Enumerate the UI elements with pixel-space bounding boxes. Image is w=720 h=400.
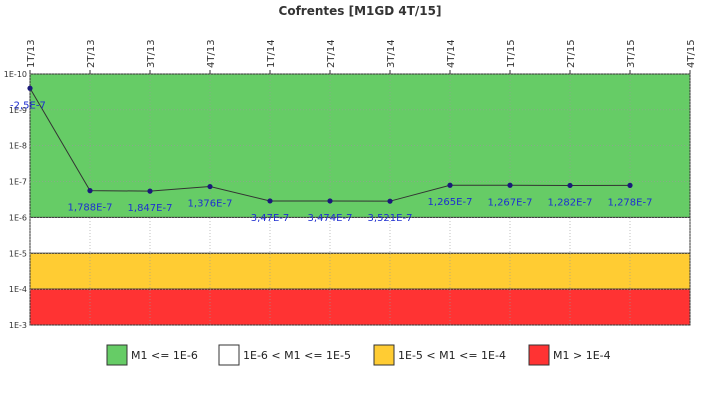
band-4 <box>29 288 691 326</box>
x-tick-label: 2T/13 <box>86 39 97 68</box>
y-tick-label: 1E-9 <box>9 106 27 115</box>
data-label: 1,376E-7 <box>188 199 233 210</box>
data-label: 1,847E-7 <box>128 203 173 214</box>
x-tick-label: 4T/13 <box>206 39 217 68</box>
data-point <box>627 182 633 188</box>
legend-label: 1E-5 < M1 <= 1E-4 <box>398 349 506 362</box>
y-tick-label: 1E-4 <box>9 285 27 294</box>
legend-label: M1 > 1E-4 <box>553 349 611 362</box>
x-tick-label: 1T/15 <box>506 39 517 68</box>
data-labels: -2,5E-7 1,788E-7 1,847E-7 1,376E-7 3,47E-7 3,… <box>10 100 652 224</box>
legend-label: M1 <= 1E-6 <box>131 349 198 362</box>
data-label: 1,267E-7 <box>488 197 533 208</box>
data-label: -2,5E-7 <box>10 100 46 111</box>
x-tick-label: 3T/15 <box>626 39 637 68</box>
legend-swatch <box>373 344 395 366</box>
y-tick-label: 1E-10 <box>4 70 27 79</box>
data-label: 3,474E-7 <box>308 213 353 224</box>
data-point <box>27 85 33 91</box>
x-tick-label: 4T/15 <box>686 39 697 68</box>
legend: M1 <= 1E-6 1E-6 < M1 <= 1E-5 1E-5 < M1 <= … <box>106 344 611 366</box>
data-point <box>327 198 333 204</box>
data-label: 1,282E-7 <box>548 197 593 208</box>
legend-label: 1E-6 < M1 <= 1E-5 <box>243 349 351 362</box>
gridlines <box>29 73 691 326</box>
x-tick-label: 1T/13 <box>26 39 37 68</box>
legend-swatch <box>528 344 550 366</box>
x-tick-label: 1T/14 <box>266 39 277 68</box>
data-point <box>267 198 273 204</box>
data-label: 3,521E-7 <box>368 213 413 224</box>
x-tick-label: 2T/14 <box>326 39 337 68</box>
data-point <box>567 182 573 189</box>
y-tick-label: 1E-6 <box>9 213 27 222</box>
x-tick-label: 2T/15 <box>566 39 577 68</box>
data-label: 1,278E-7 <box>608 197 653 208</box>
y-tick-label: 1E-7 <box>9 178 27 187</box>
data-series <box>27 85 633 204</box>
x-tick-label: 3T/14 <box>386 39 397 68</box>
data-point <box>87 188 93 194</box>
band-2 <box>29 216 691 254</box>
data-label: 3,47E-7 <box>251 213 290 224</box>
y-tick-label: 1E-5 <box>9 249 27 258</box>
band-3 <box>29 252 691 290</box>
data-point <box>147 188 153 194</box>
y-axis-tick-labels: 1E-10 1E-9 1E-8 1E-7 1E-6 1E-5 1E-4 1E-3 <box>4 70 27 330</box>
data-label: 1,788E-7 <box>68 203 113 214</box>
data-point <box>507 182 513 188</box>
x-tick-label: 4T/14 <box>446 39 457 68</box>
legend-swatch <box>106 344 128 366</box>
legend-swatch <box>218 344 240 366</box>
data-label: 1,265E-7 <box>428 197 473 208</box>
y-tick-label: 1E-8 <box>9 142 27 151</box>
x-tick-label: 3T/13 <box>146 39 157 68</box>
chart-title: Cofrentes [M1GD 4T/15] <box>279 4 442 18</box>
data-point <box>207 183 213 190</box>
data-point <box>447 182 453 188</box>
y-tick-label: 1E-3 <box>9 321 27 330</box>
x-axis-tick-labels: 1T/13 2T/13 3T/13 4T/13 1T/14 2T/14 3T/14 4T/14… <box>26 39 697 74</box>
data-point <box>387 198 393 204</box>
